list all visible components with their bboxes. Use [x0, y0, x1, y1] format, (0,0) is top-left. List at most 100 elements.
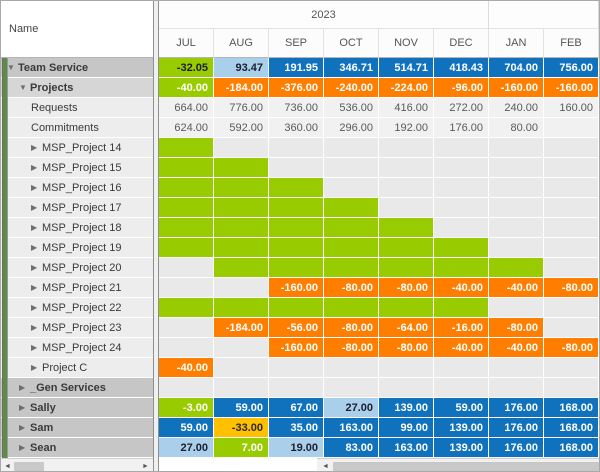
collapse-triangle-icon[interactable]: ▼	[19, 83, 27, 92]
grid-cell[interactable]: 168.00	[544, 398, 599, 418]
grid-cell[interactable]	[489, 198, 544, 218]
grid-cell[interactable]	[544, 218, 599, 238]
grid-cell[interactable]	[269, 258, 324, 278]
grid-cell[interactable]: -16.00	[434, 318, 489, 338]
tree-row[interactable]: ▶ MSP_Project 19	[1, 238, 153, 258]
grid-cell[interactable]: 776.00	[214, 98, 269, 118]
grid-cell[interactable]: 59.00	[214, 398, 269, 418]
grid-cell[interactable]	[214, 238, 269, 258]
grid-cell[interactable]: 80.00	[489, 118, 544, 138]
grid-cell[interactable]	[269, 198, 324, 218]
grid-cell[interactable]	[214, 178, 269, 198]
grid-cell[interactable]	[214, 298, 269, 318]
grid-cell[interactable]: 191.95	[269, 58, 324, 78]
expand-triangle-icon[interactable]: ▶	[31, 183, 38, 192]
grid-cell[interactable]: 67.00	[269, 398, 324, 418]
grid-cell[interactable]	[544, 158, 599, 178]
grid-cell[interactable]	[434, 358, 489, 378]
tree-row[interactable]: ▶ MSP_Project 17	[1, 198, 153, 218]
grid-cell[interactable]: 168.00	[544, 438, 599, 458]
grid-cell[interactable]	[324, 138, 379, 158]
grid-cell[interactable]: 139.00	[434, 418, 489, 438]
grid-cell[interactable]	[489, 378, 544, 398]
scroll-left-arrow-icon[interactable]: ◄	[4, 463, 11, 470]
expand-triangle-icon[interactable]: ▶	[31, 303, 38, 312]
grid-cell[interactable]	[489, 138, 544, 158]
grid-cell[interactable]	[434, 158, 489, 178]
grid-cell[interactable]	[379, 138, 434, 158]
expand-triangle-icon[interactable]: ▶	[31, 143, 38, 152]
tree-row[interactable]: ▶ Sam	[1, 418, 153, 438]
expand-triangle-icon[interactable]: ▶	[31, 203, 38, 212]
grid-cell[interactable]	[269, 378, 324, 398]
expand-triangle-icon[interactable]: ▶	[31, 283, 38, 292]
grid-cell[interactable]	[159, 218, 214, 238]
grid-cell[interactable]	[379, 298, 434, 318]
grid-cell[interactable]	[434, 298, 489, 318]
grid-cell[interactable]: -80.00	[544, 278, 599, 298]
grid-cell[interactable]	[324, 178, 379, 198]
grid-cell[interactable]	[214, 278, 269, 298]
grid-cell[interactable]	[379, 358, 434, 378]
grid-cell[interactable]: 360.00	[269, 118, 324, 138]
grid-cell[interactable]	[269, 218, 324, 238]
scroll-right-arrow-icon[interactable]: ►	[142, 463, 149, 470]
grid-cell[interactable]: 93.47	[214, 58, 269, 78]
expand-triangle-icon[interactable]: ▶	[31, 243, 38, 252]
grid-cell[interactable]: 176.00	[489, 438, 544, 458]
grid-cell[interactable]	[379, 258, 434, 278]
tree-row[interactable]: ▶ MSP_Project 21	[1, 278, 153, 298]
grid-cell[interactable]	[214, 198, 269, 218]
grid-cell[interactable]: -96.00	[434, 78, 489, 98]
grid-cell[interactable]	[434, 378, 489, 398]
expand-triangle-icon[interactable]: ▶	[31, 163, 38, 172]
grid-cell[interactable]	[269, 358, 324, 378]
grid-cell[interactable]: -56.00	[269, 318, 324, 338]
grid-cell[interactable]	[159, 298, 214, 318]
grid-cell[interactable]	[489, 258, 544, 278]
grid-cell[interactable]	[269, 138, 324, 158]
tree-row[interactable]: ▶ Sean	[1, 438, 153, 458]
grid-cell[interactable]: -40.00	[489, 278, 544, 298]
grid-cell[interactable]: 83.00	[324, 438, 379, 458]
grid-cell[interactable]	[269, 178, 324, 198]
tree-row[interactable]: ▶ MSP_Project 23	[1, 318, 153, 338]
grid-cell[interactable]: 59.00	[434, 398, 489, 418]
grid-cell[interactable]: 192.00	[379, 118, 434, 138]
grid-cell[interactable]	[489, 158, 544, 178]
grid-cell[interactable]	[324, 258, 379, 278]
grid-cell[interactable]: 139.00	[434, 438, 489, 458]
grid-cell[interactable]	[159, 138, 214, 158]
grid-cell[interactable]: -376.00	[269, 78, 324, 98]
grid-cell[interactable]: -160.00	[269, 338, 324, 358]
grid-cell[interactable]	[214, 378, 269, 398]
tree-row[interactable]: ▶ MSP_Project 14	[1, 138, 153, 158]
expand-triangle-icon[interactable]: ▶	[19, 423, 26, 432]
grid-cell[interactable]: 176.00	[489, 398, 544, 418]
grid-cell[interactable]: 624.00	[159, 118, 214, 138]
grid-cell[interactable]	[434, 258, 489, 278]
grid-cell[interactable]: 514.71	[379, 58, 434, 78]
grid-cell[interactable]: 704.00	[489, 58, 544, 78]
grid-cell[interactable]	[489, 238, 544, 258]
grid-cell[interactable]: -160.00	[489, 78, 544, 98]
grid-cell[interactable]	[379, 378, 434, 398]
grid-cell[interactable]: 7.00	[214, 438, 269, 458]
grid-cell[interactable]	[544, 238, 599, 258]
grid-cell[interactable]: -240.00	[324, 78, 379, 98]
grid-cell[interactable]: 176.00	[489, 418, 544, 438]
grid-cell[interactable]	[489, 298, 544, 318]
grid-cell[interactable]: -40.00	[434, 278, 489, 298]
grid-cell[interactable]: -80.00	[324, 318, 379, 338]
grid-cell[interactable]: 160.00	[544, 98, 599, 118]
grid-cell[interactable]: -33.00	[214, 418, 269, 438]
grid-cell[interactable]	[159, 278, 214, 298]
expand-triangle-icon[interactable]: ▶	[31, 363, 38, 372]
grid-cell[interactable]	[324, 378, 379, 398]
grid-cell[interactable]	[379, 178, 434, 198]
grid-cell[interactable]	[434, 218, 489, 238]
grid-cell[interactable]	[159, 198, 214, 218]
grid-cell[interactable]: -224.00	[379, 78, 434, 98]
grid-cell[interactable]	[269, 158, 324, 178]
grid-cell[interactable]	[214, 218, 269, 238]
